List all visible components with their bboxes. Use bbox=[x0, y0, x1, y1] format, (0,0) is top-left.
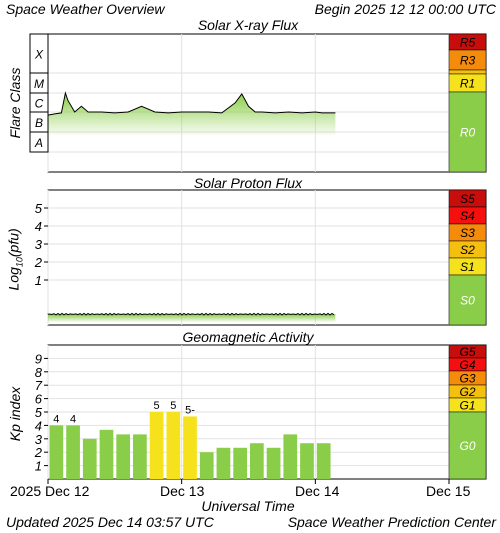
proton-title: Solar Proton Flux bbox=[193, 175, 303, 191]
proton-tick-label: 2 bbox=[34, 255, 43, 270]
swpc-credit: Space Weather Prediction Center bbox=[287, 514, 496, 530]
scale-cell-g0 bbox=[448, 411, 487, 480]
scale-cell-s0 bbox=[448, 274, 487, 326]
scale-label-s3: S3 bbox=[460, 226, 475, 240]
kp-bar bbox=[316, 443, 331, 479]
scale-cell-r0 bbox=[448, 91, 487, 173]
proton-ticks: 1 2 3 4 5 bbox=[34, 201, 48, 288]
kp-tick-label: 3 bbox=[35, 432, 43, 447]
kp-bar bbox=[49, 425, 64, 479]
kp-tick-label: 2 bbox=[34, 445, 43, 460]
kp-tick-label: 1 bbox=[35, 459, 42, 474]
xray-grid bbox=[47, 33, 487, 173]
scale-label-s1: S1 bbox=[460, 260, 475, 274]
kp-tick-label: 9 bbox=[35, 351, 42, 366]
scale-label-g3: G3 bbox=[459, 372, 475, 386]
kp-bars: 4 4 5 5 5- bbox=[49, 400, 331, 479]
scale-label-g5: G5 bbox=[459, 345, 475, 359]
updated-time: Updated 2025 Dec 14 03:57 UTC bbox=[6, 514, 214, 530]
x-axis-label: Universal Time bbox=[201, 498, 295, 514]
scale-label-s4: S4 bbox=[460, 209, 475, 223]
kp-tick-label: 5 bbox=[35, 405, 43, 420]
kp-bar bbox=[82, 438, 97, 479]
scale-label-r5: R5 bbox=[460, 36, 476, 50]
scale-label-s5: S5 bbox=[460, 192, 475, 206]
scale-label-s0: S0 bbox=[460, 294, 475, 308]
xray-flux-line bbox=[47, 91, 336, 116]
category-label-x: X bbox=[34, 48, 44, 62]
proton-area-fill bbox=[48, 314, 336, 322]
kp-bar bbox=[283, 434, 298, 479]
kp-bar-label: 5- bbox=[185, 404, 195, 416]
proton-plot bbox=[47, 312, 336, 322]
kp-tick-label: 6 bbox=[35, 392, 43, 407]
kp-title: Geomagnetic Activity bbox=[182, 329, 314, 345]
kp-bar bbox=[149, 412, 164, 479]
proton-tick-label: 4 bbox=[35, 219, 42, 234]
proton-grid bbox=[47, 189, 487, 326]
kp-bar bbox=[250, 443, 264, 479]
scale-label-g4: G4 bbox=[459, 358, 475, 372]
kp-bar bbox=[199, 452, 214, 479]
category-box bbox=[29, 131, 49, 153]
begin-time: Begin 2025 12 12 00:00 UTC bbox=[314, 1, 496, 17]
proton-flux-line bbox=[47, 312, 335, 316]
xray-area-fill bbox=[48, 93, 336, 135]
kp-ylabel: Kp index bbox=[7, 386, 23, 442]
kp-bar-label: 4 bbox=[70, 413, 76, 425]
proton-tick-label: 5 bbox=[35, 201, 43, 216]
scale-label-g1: G1 bbox=[459, 399, 475, 413]
proton-tick-label: 1 bbox=[35, 273, 42, 288]
kp-bar bbox=[166, 412, 181, 479]
panel-frame bbox=[47, 189, 487, 326]
kp-tick-label: 8 bbox=[35, 365, 43, 380]
category-label-b: B bbox=[35, 116, 43, 130]
scale-label-r3: R3 bbox=[460, 54, 476, 68]
scale-label-r1: R1 bbox=[460, 77, 475, 91]
kp-bar bbox=[66, 425, 80, 479]
kp-bar-label: 4 bbox=[53, 413, 59, 425]
panel-frame bbox=[47, 33, 487, 173]
kp-bar bbox=[233, 447, 247, 479]
xray-plot bbox=[47, 91, 336, 135]
kp-bar bbox=[116, 434, 131, 479]
xray-scale: R5 R3 R1 R0 bbox=[448, 33, 487, 173]
category-label-a: A bbox=[34, 136, 43, 150]
proton-scale: S5 S4 S3 S2 S1 S0 bbox=[448, 189, 487, 326]
kp-bar bbox=[183, 416, 197, 479]
kp-bar-label: 5 bbox=[154, 400, 160, 412]
kp-bar bbox=[216, 447, 231, 479]
proton-ylabel: Log10(pfu) bbox=[5, 228, 25, 291]
scale-label-g0: G0 bbox=[459, 439, 475, 453]
scale-label-g2: G2 bbox=[459, 385, 475, 399]
scale-label-r0: R0 bbox=[460, 126, 476, 140]
kp-tick-label: 4 bbox=[35, 418, 42, 433]
time-tick-dec12: 2025 Dec 12 bbox=[10, 483, 90, 499]
scale-cell-r2 bbox=[448, 69, 487, 75]
kp-bar bbox=[300, 443, 314, 479]
kp-bar bbox=[266, 447, 281, 479]
xray-title: Solar X-ray Flux bbox=[197, 17, 299, 33]
category-label-m: M bbox=[34, 77, 44, 91]
kp-bar bbox=[133, 434, 147, 479]
page-title: Space Weather Overview bbox=[6, 1, 165, 17]
time-ticks bbox=[47, 479, 450, 484]
scale-label-s2: S2 bbox=[460, 243, 475, 257]
kp-bar-label: 5 bbox=[170, 400, 176, 412]
kp-tick-label: 7 bbox=[35, 378, 43, 393]
time-tick-dec15: Dec 15 bbox=[426, 483, 471, 499]
time-tick-dec14: Dec 14 bbox=[295, 483, 340, 499]
kp-bar bbox=[99, 429, 114, 479]
time-tick-dec13: Dec 13 bbox=[160, 483, 205, 499]
category-label-c: C bbox=[35, 97, 44, 111]
proton-tick-label: 3 bbox=[35, 237, 43, 252]
